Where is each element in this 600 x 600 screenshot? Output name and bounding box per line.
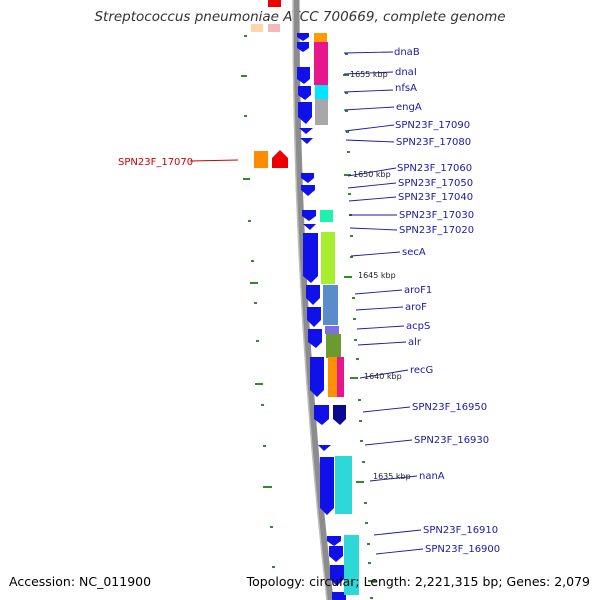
gene-label-line	[359, 369, 409, 379]
map-title: Streptococcus pneumoniae ATCC 700669, co…	[94, 9, 506, 25]
gene-label[interactable]: recG	[410, 365, 433, 376]
gene-label[interactable]: SPN23F_16950	[412, 402, 487, 413]
green-tick-dots	[241, 35, 376, 599]
gene-label-line	[347, 167, 397, 177]
gene-label[interactable]: dnaB	[394, 47, 420, 58]
gene-label[interactable]: SPN23F_17050	[398, 178, 473, 189]
gene-label-line	[350, 251, 401, 257]
gene-label[interactable]: engA	[396, 102, 422, 113]
gene-labels: dnaB dnaI nfsA engA SPN23F_17090 SPN23F_17080…	[394, 47, 500, 555]
gene-label[interactable]: SPN23F_17080	[396, 137, 471, 148]
gene-label[interactable]: SPN23F_16900	[425, 544, 500, 555]
gene-label[interactable]: SPN23F_16910	[423, 525, 498, 536]
colored-protein-blocks	[314, 33, 359, 595]
gene-label-line	[357, 341, 407, 346]
gene-label[interactable]: alr	[408, 337, 422, 348]
gene-label[interactable]: acpS	[406, 321, 430, 332]
gene-label-line	[348, 196, 397, 202]
gene-label-line	[349, 227, 398, 231]
gene-label-line	[347, 182, 397, 189]
gene-label[interactable]: secA	[402, 247, 426, 258]
gene-label[interactable]: SPN23F_17040	[398, 192, 473, 203]
gene-label-line	[373, 529, 422, 536]
gene-label-line	[375, 548, 424, 555]
gene-label-line	[369, 475, 418, 482]
genome-summary-text: Topology: circular; Length: 2,221,315 bp…	[246, 574, 590, 589]
kbp-tick-label: 1640 kbp	[364, 372, 402, 381]
gene-label[interactable]: SPN23F_17020	[399, 225, 474, 236]
gene-label[interactable]: SPN23F_17090	[395, 120, 470, 131]
gene-label-line	[362, 406, 411, 413]
kbp-ticks: 1655 kbp 1650 kbp 1645 kbp 1640 kbp 1635 kbp	[350, 70, 411, 481]
gene-label-line	[343, 106, 395, 111]
gene-label-line	[344, 124, 395, 132]
gene-label-line	[354, 289, 403, 295]
gene-label-line	[343, 89, 394, 93]
gene-label[interactable]: SPN23F_17030	[399, 210, 474, 221]
gene-label-line	[343, 71, 394, 75]
gene-label[interactable]: dnaI	[395, 67, 417, 78]
kbp-tick-label: 1635 kbp	[373, 472, 411, 481]
gene-arrows	[297, 33, 346, 600]
label-lines	[343, 51, 424, 555]
kbp-tick-label: 1645 kbp	[358, 271, 396, 280]
kbp-tick-label: 1650 kbp	[353, 170, 391, 179]
gene-label-line	[364, 439, 413, 446]
highlight-gene-label[interactable]: SPN23F_17070	[118, 157, 193, 168]
highlighted-feature-marks	[254, 150, 288, 168]
gene-label[interactable]: SPN23F_17060	[397, 163, 472, 174]
gene-label-line	[345, 139, 395, 143]
top-partial-features	[251, 0, 281, 32]
genome-backbone	[292, 0, 334, 600]
gene-label[interactable]: aroF1	[404, 285, 432, 296]
gene-label-line	[343, 51, 394, 54]
gene-label[interactable]: SPN23F_16930	[414, 435, 489, 446]
gene-label[interactable]: nfsA	[395, 83, 417, 94]
gene-label-line	[356, 325, 405, 330]
kbp-tick-label: 1655 kbp	[350, 70, 388, 79]
highlight-label-group: SPN23F_17070	[118, 157, 239, 168]
accession-text: Accession: NC_011900	[9, 574, 152, 589]
gene-label[interactable]: aroF	[405, 302, 427, 313]
gene-label-line	[355, 306, 404, 311]
gene-label[interactable]: nanA	[419, 471, 445, 482]
